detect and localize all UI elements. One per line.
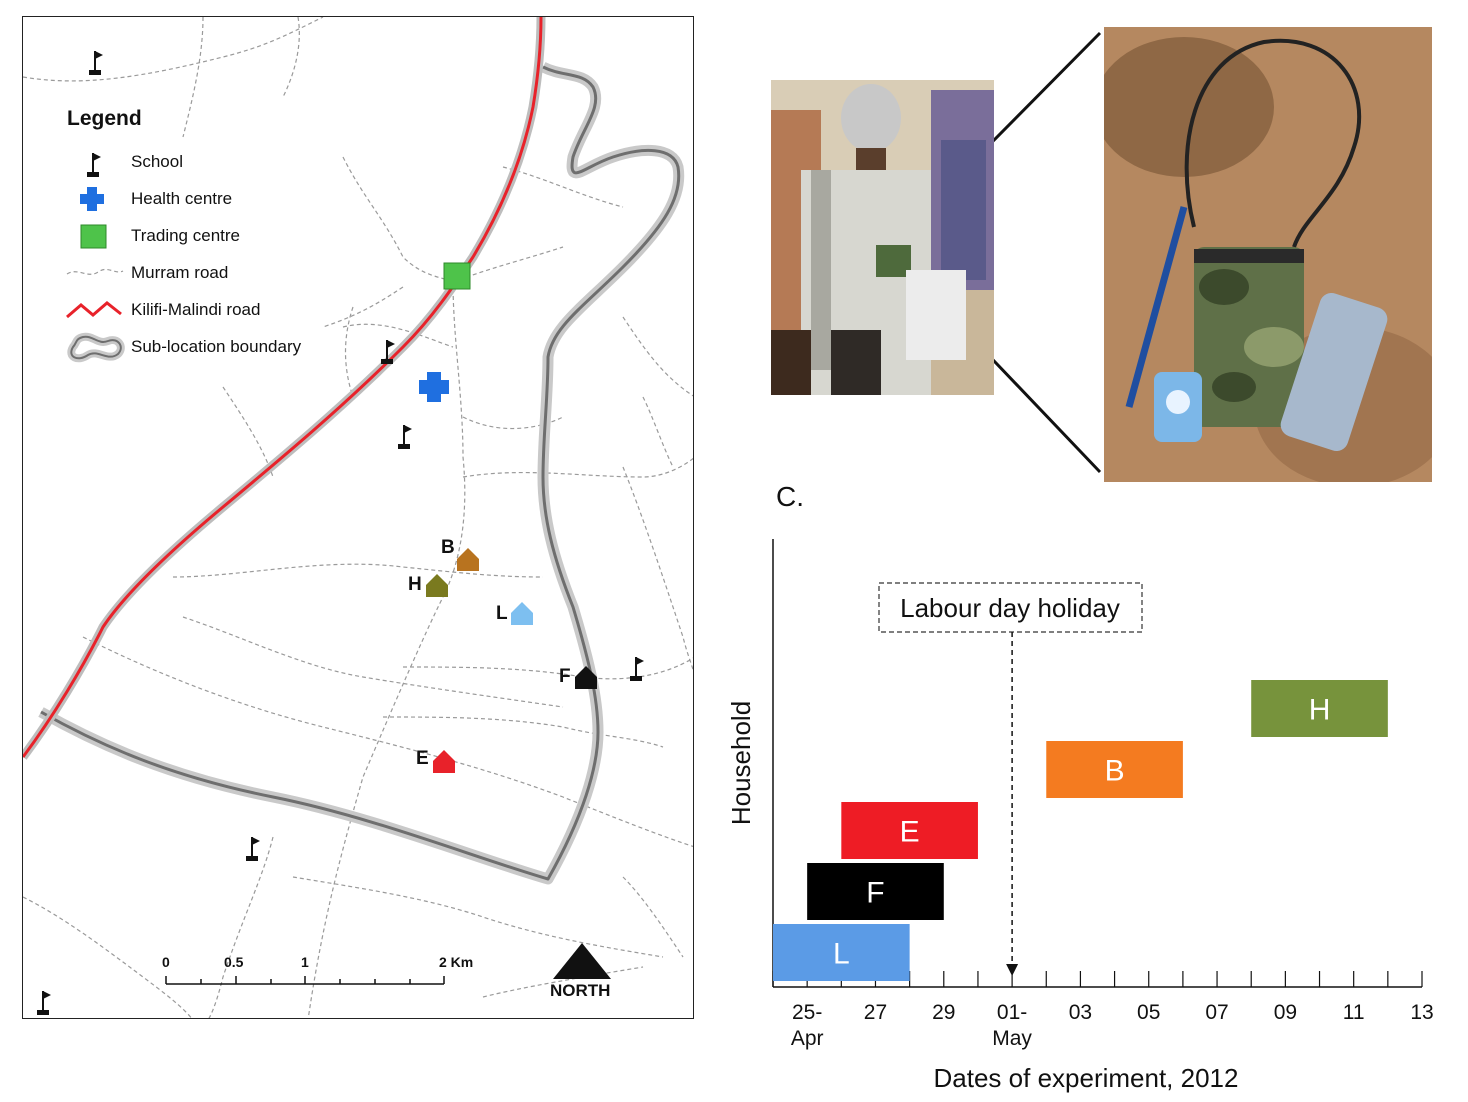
- y-axis-label: Household: [726, 701, 756, 825]
- household-label-l: L: [496, 603, 508, 624]
- household-label-e: E: [416, 748, 429, 769]
- school-flag-icon: [630, 657, 644, 681]
- murram-roads: [23, 17, 693, 1018]
- x-tick-label: 07: [1205, 1001, 1228, 1024]
- bar-h: [1251, 680, 1388, 737]
- household-label-b: B: [441, 537, 455, 558]
- health-centre-marker: [419, 372, 449, 402]
- annotation-text: Labour day holiday: [900, 593, 1120, 623]
- annotation-box: [878, 582, 1143, 633]
- legend-label-health-centre: Health centre: [131, 189, 233, 208]
- annotation-arrow-head-icon: [1006, 964, 1019, 976]
- household-label-h: H: [408, 574, 422, 595]
- school-flag-icon: [37, 991, 51, 1015]
- legend-label-boundary: Sub-location boundary: [131, 337, 302, 356]
- house-icon-h: [426, 574, 448, 597]
- x-tick-label: 05: [1137, 1001, 1160, 1024]
- child-wearing-gps-photo: [771, 80, 994, 395]
- scale-label: 0: [162, 954, 170, 970]
- bar-group: LFE B H: [773, 680, 1388, 981]
- scale-bar: [165, 976, 445, 985]
- school-flag-icon: [381, 340, 395, 364]
- x-axis-label: Dates of experiment, 2012: [934, 1063, 1239, 1093]
- x-tick-label: 09: [1274, 1001, 1297, 1024]
- bar-b: [1046, 741, 1183, 798]
- trading-square-icon: [80, 224, 107, 249]
- health-cross-icon: [80, 187, 104, 211]
- map-canvas: [23, 17, 693, 1018]
- scale-label: 2 Km: [439, 954, 474, 970]
- murram-road-icon: [66, 268, 124, 275]
- north-arrow-icon: [553, 943, 611, 979]
- household-label-f: F: [559, 666, 571, 687]
- x-tick-label: 25-: [792, 1001, 822, 1024]
- school-flag-icon: [87, 153, 101, 177]
- x-axis-ticks: 25- Apr 27 29 01- May 03 05 07 09 11 13: [772, 971, 1434, 1050]
- x-tick-label: 29: [932, 1001, 955, 1024]
- north-label: NORTH: [550, 981, 611, 1000]
- x-tick-label: 11: [1343, 1001, 1365, 1024]
- legend-label-murram-road: Murram road: [131, 263, 229, 282]
- house-icon-e: [433, 750, 455, 773]
- house-icon-l: [511, 602, 533, 625]
- x-tick-sublabel: Apr: [791, 1027, 824, 1050]
- school-flag-icon: [398, 425, 412, 449]
- school-markers: [37, 51, 644, 1015]
- bar-label: L: [833, 938, 850, 971]
- scale-label: 0.5: [224, 954, 244, 970]
- kilifi-malindi-road: [23, 17, 546, 760]
- main-road-icon: [66, 301, 122, 319]
- boundary-icon: [67, 332, 125, 363]
- bar-label: B: [1105, 755, 1125, 788]
- legend-symbols: [66, 153, 125, 363]
- school-flag-icon: [89, 51, 103, 75]
- legend-label-trading-centre: Trading centre: [131, 226, 240, 245]
- bar-label: E: [900, 816, 920, 849]
- sub-location-boundary: [38, 61, 685, 885]
- x-tick-label: 03: [1069, 1001, 1092, 1024]
- household-markers: [426, 548, 597, 773]
- scale-label: 1: [301, 954, 309, 970]
- trading-centre-marker: [443, 262, 471, 290]
- bar-label: F: [866, 877, 884, 910]
- bar-f: [807, 863, 944, 920]
- annotation-group: Labour day holiday: [878, 582, 1143, 976]
- legend-title: Legend: [67, 107, 142, 130]
- bar-label: H: [1309, 694, 1331, 727]
- study-area-map: Legend School Health centre Trading cent…: [22, 16, 694, 1019]
- x-tick-label: 01-: [997, 1001, 1027, 1024]
- household-schedule-chart: 25- Apr 27 29 01- May 03 05 07 09 11 13 LFE B H Labou…: [726, 539, 1434, 1093]
- bar-e: [841, 802, 978, 859]
- x-tick-label: 27: [864, 1001, 887, 1024]
- gps-logger-kit-photo: [1104, 27, 1432, 482]
- panel-label: C.: [776, 481, 804, 512]
- school-flag-icon: [246, 837, 260, 861]
- x-tick-label: 13: [1410, 1001, 1433, 1024]
- legend-label-school: School: [131, 152, 183, 171]
- legend-label-main-road: Kilifi-Malindi road: [131, 300, 261, 319]
- x-tick-sublabel: May: [992, 1027, 1032, 1050]
- bar-l: [773, 924, 910, 981]
- house-icon-b: [457, 548, 479, 571]
- house-icon-f: [575, 666, 597, 689]
